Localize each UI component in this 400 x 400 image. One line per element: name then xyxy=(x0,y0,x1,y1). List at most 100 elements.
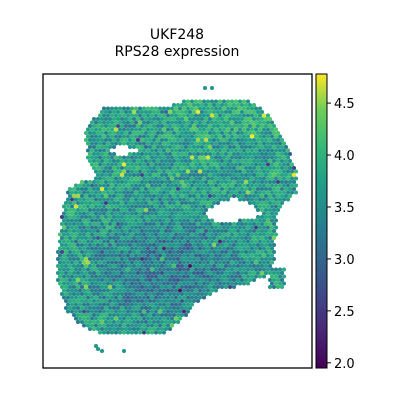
expression-spot xyxy=(113,267,119,272)
expression-spot xyxy=(249,274,255,279)
expression-spot xyxy=(207,228,213,234)
expression-spot xyxy=(259,158,265,164)
expression-spot xyxy=(187,200,193,206)
expression-spot xyxy=(139,326,145,332)
expression-spot xyxy=(107,137,113,143)
expression-spot xyxy=(165,169,171,174)
expression-spot xyxy=(165,106,171,111)
expression-spot xyxy=(205,197,211,202)
expression-spot xyxy=(225,120,231,125)
expression-spot xyxy=(265,134,271,139)
expression-spot xyxy=(101,253,107,258)
expression-spot xyxy=(111,186,117,192)
expression-spot xyxy=(89,253,95,258)
expression-spot xyxy=(233,176,239,181)
expression-spot xyxy=(115,235,121,241)
expression-spot xyxy=(235,137,241,143)
expression-spot xyxy=(275,200,281,206)
expression-spot xyxy=(229,148,235,153)
expression-spot xyxy=(197,288,203,293)
expression-spot xyxy=(265,176,271,181)
expression-spot xyxy=(203,102,209,108)
expression-spot xyxy=(235,109,241,115)
expression-spot xyxy=(211,137,217,143)
expression-spot xyxy=(277,169,283,174)
expression-spot xyxy=(191,123,197,129)
expression-spot xyxy=(211,165,217,171)
expression-spot xyxy=(269,162,275,167)
expression-spot xyxy=(79,298,85,304)
expression-spot xyxy=(141,169,147,174)
expression-spot xyxy=(187,305,193,311)
expression-spot xyxy=(179,165,185,171)
expression-spot xyxy=(157,169,163,174)
expression-spot xyxy=(139,242,145,248)
colorbar xyxy=(315,73,328,369)
expression-spot xyxy=(203,130,209,136)
expression-spot xyxy=(261,155,267,160)
expression-spot xyxy=(265,183,271,188)
expression-spot xyxy=(267,179,273,185)
expression-spot xyxy=(161,225,167,230)
expression-spot xyxy=(231,123,237,129)
expression-spot xyxy=(263,263,269,269)
expression-spot xyxy=(153,204,159,209)
expression-spot xyxy=(231,193,237,199)
expression-spot xyxy=(81,246,87,251)
expression-spot xyxy=(223,256,229,262)
expression-spot xyxy=(187,165,193,171)
expression-spot xyxy=(95,179,101,185)
expression-spot xyxy=(193,260,199,265)
expression-spot xyxy=(125,183,131,188)
expression-spot xyxy=(155,298,161,304)
expression-spot xyxy=(147,123,153,129)
expression-spot xyxy=(191,207,197,213)
expression-spot xyxy=(113,330,119,335)
expression-spot xyxy=(261,113,267,118)
expression-spot xyxy=(73,239,79,244)
expression-spot xyxy=(149,148,155,153)
expression-spot xyxy=(247,172,253,178)
expression-spot xyxy=(173,246,179,251)
expression-spot xyxy=(123,298,129,304)
expression-spot xyxy=(149,295,155,300)
expression-spot xyxy=(97,281,103,286)
expression-spot xyxy=(253,141,259,146)
expression-spot xyxy=(209,288,215,293)
expression-spot xyxy=(215,270,221,276)
expression-spot xyxy=(123,242,129,248)
expression-spot xyxy=(97,127,103,132)
expression-spot xyxy=(223,228,229,234)
expression-spot xyxy=(255,207,261,213)
expression-spot xyxy=(159,242,165,248)
expression-spot xyxy=(153,260,159,265)
expression-spot xyxy=(121,323,127,328)
expression-spot xyxy=(227,179,233,185)
expression-spot xyxy=(71,193,77,199)
expression-spot xyxy=(211,242,217,248)
expression-spot xyxy=(113,260,119,265)
expression-spot xyxy=(213,162,219,167)
expression-spot xyxy=(107,130,113,136)
expression-spot xyxy=(69,288,75,293)
expression-spot xyxy=(77,267,83,272)
expression-spot xyxy=(165,120,171,125)
expression-spot xyxy=(149,260,155,265)
expression-spot xyxy=(79,284,85,290)
expression-spot xyxy=(193,281,199,286)
expression-spot xyxy=(223,284,229,290)
expression-spot xyxy=(189,253,195,258)
expression-spot xyxy=(267,256,273,262)
expression-spot xyxy=(157,211,163,216)
expression-spot xyxy=(161,323,167,328)
expression-spot xyxy=(269,169,275,174)
expression-spot xyxy=(103,130,109,136)
expression-spot xyxy=(237,197,243,202)
expression-spot xyxy=(213,120,219,125)
expression-spot xyxy=(113,106,119,111)
expression-spot xyxy=(281,176,287,181)
expression-spot xyxy=(145,176,151,181)
expression-spot xyxy=(127,242,133,248)
expression-spot xyxy=(115,249,121,255)
expression-spot xyxy=(141,162,147,167)
